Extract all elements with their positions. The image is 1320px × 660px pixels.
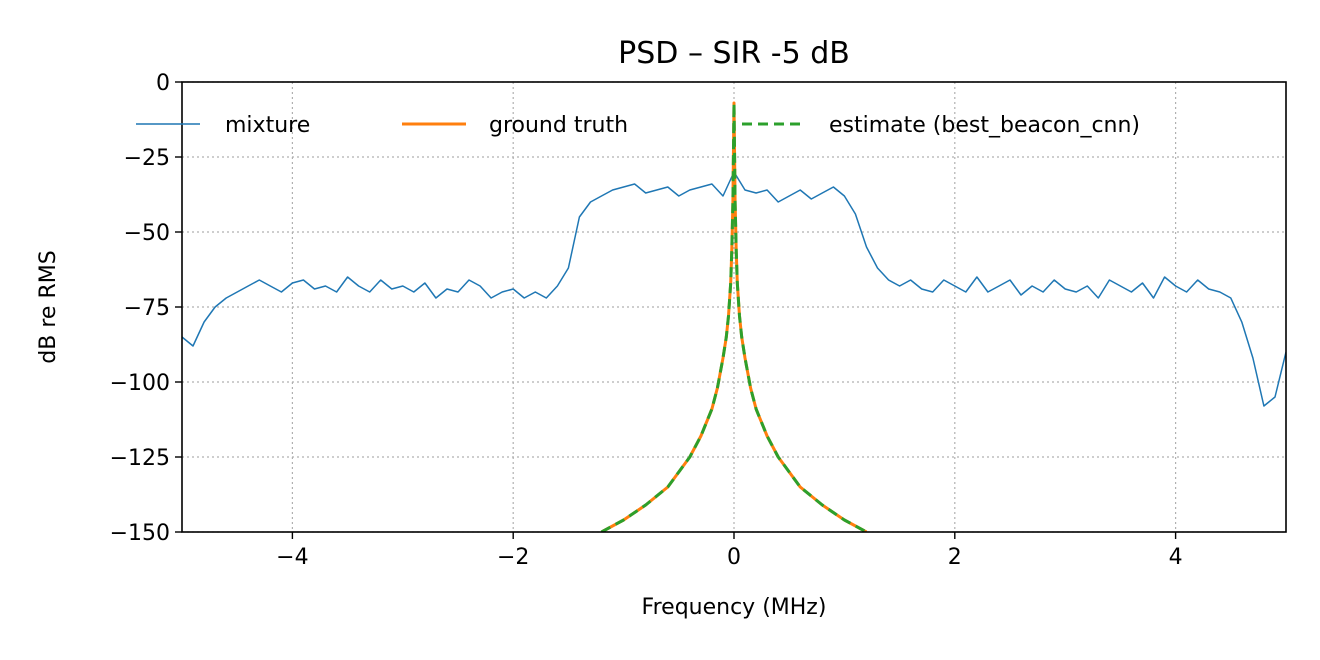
legend-label-estimate: estimate (best_beacon_cnn) [829,113,1140,138]
legend-label-ground-truth: ground truth [489,113,628,138]
legend-label-mixture: mixture [225,113,310,138]
x-tick-label: −2 [497,545,529,570]
y-tick-label: −100 [110,371,170,396]
y-axis-label: dB re RMS [36,250,61,363]
legend: mixture ground truth estimate (best_beac… [136,113,1140,138]
x-tick-label: 4 [1169,545,1183,570]
y-axis: 0 −25 −50 −75 −100 −125 −150 [110,71,182,546]
x-axis-label: Frequency (MHz) [642,595,827,620]
x-tick-label: −4 [276,545,308,570]
x-axis: −4 −2 0 2 4 [276,532,1183,570]
x-tick-label: 0 [727,545,741,570]
series-line-estimate [600,101,868,532]
y-tick-label: −50 [124,221,170,246]
y-tick-label: −25 [124,146,170,171]
y-tick-label: −150 [110,521,170,546]
y-tick-label: −125 [110,446,170,471]
series-layer [182,101,1286,532]
y-tick-label: −75 [124,296,170,321]
chart-title: PSD – SIR -5 dB [618,36,850,71]
x-tick-label: 2 [948,545,962,570]
y-tick-label: 0 [156,71,170,96]
